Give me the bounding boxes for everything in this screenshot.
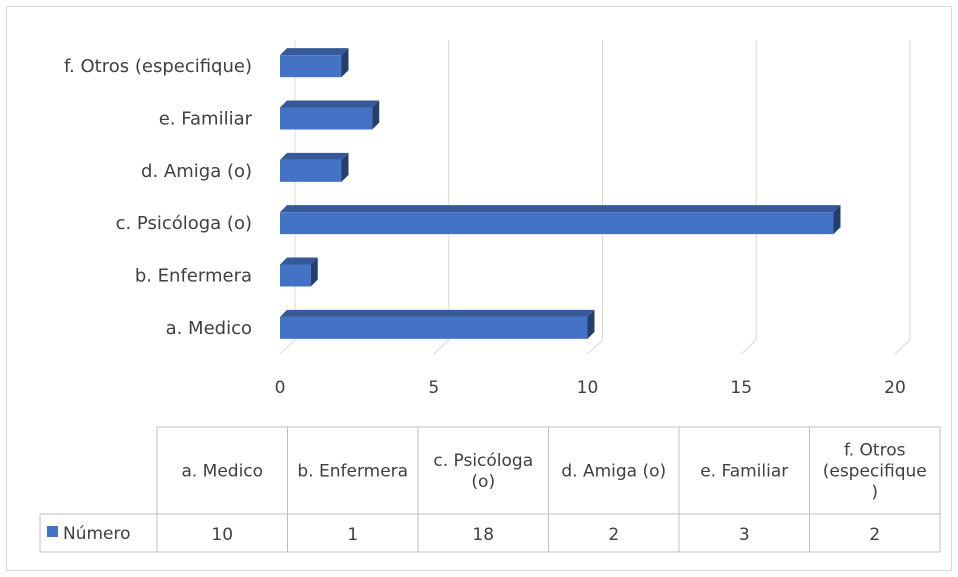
table-header-cell: b. Enfermera: [297, 462, 408, 482]
chart-frame: [6, 6, 952, 571]
table-value-cell: 3: [739, 525, 750, 545]
table-header-cell: a. Medico: [181, 462, 263, 482]
category-label: c. Psicóloga (o): [116, 213, 252, 234]
category-label: d. Amiga (o): [141, 161, 252, 182]
category-label: a. Medico: [166, 318, 252, 339]
category-label: e. Familiar: [159, 109, 253, 130]
bar: [280, 152, 349, 182]
x-tick-label: 20: [884, 378, 906, 398]
bar: [280, 48, 349, 78]
table-header-cell: c. Psicóloga (o): [433, 451, 533, 492]
category-label: f. Otros (especifique): [64, 56, 252, 77]
x-tick-label: 15: [730, 378, 752, 398]
legend-key: [47, 526, 58, 537]
bar: [280, 205, 841, 235]
x-tick-label: 0: [275, 378, 286, 398]
gridline-floor: [433, 339, 450, 355]
table-value-cell: 18: [472, 525, 494, 545]
table-value-cell: 10: [211, 525, 233, 545]
bar: [280, 257, 318, 287]
gridline-floor: [740, 339, 757, 355]
table-header-cell: e. Familiar: [700, 462, 788, 482]
category-label: b. Enfermera: [135, 266, 252, 287]
gridline-floor: [587, 339, 603, 355]
bar: [280, 309, 595, 339]
table-value-cell: 2: [869, 525, 880, 545]
x-tick-label: 10: [577, 378, 599, 398]
table-value-cell: 2: [608, 525, 619, 545]
table-value-cell: 1: [347, 525, 358, 545]
table-header-cell: f. Otros (especifique): [823, 441, 927, 503]
x-tick-label: 5: [428, 378, 439, 398]
series-name: Número: [63, 524, 131, 544]
gridline-floor: [279, 339, 296, 355]
table-header-cell: d. Amiga (o): [561, 462, 666, 482]
gridline-floor: [894, 339, 911, 355]
bar: [280, 100, 380, 130]
